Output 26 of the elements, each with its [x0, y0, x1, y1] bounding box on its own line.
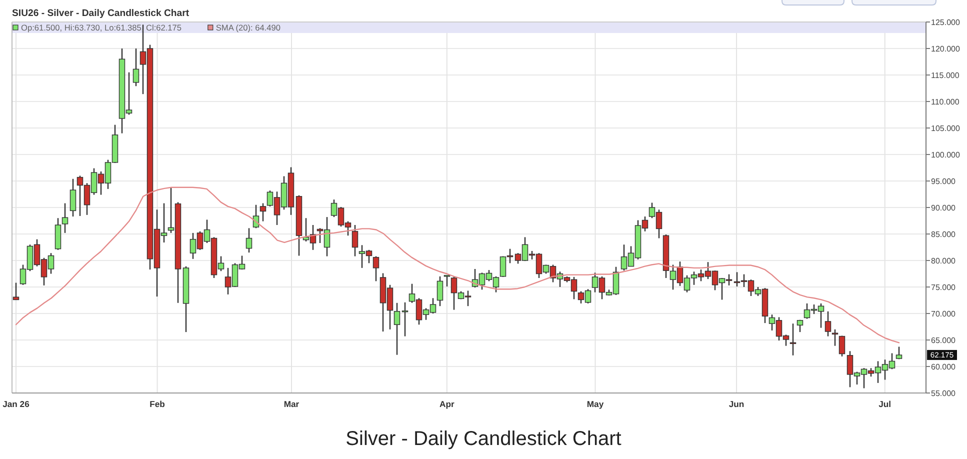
x-tick-label: May	[586, 399, 604, 409]
y-tick-label: 95.000	[931, 176, 956, 186]
y-tick-label: 120.000	[931, 44, 960, 54]
chart-title: SIU26 - Silver - Daily Candlestick Chart	[12, 8, 190, 19]
y-tick-label: 80.000	[931, 256, 956, 266]
legend-label: SMA (20): 64.490	[216, 22, 281, 32]
y-tick-label: 125.000	[931, 18, 960, 27]
x-tick-label: Apr	[440, 399, 455, 409]
y-tick-label: 55.000	[931, 388, 956, 398]
x-tick-label: Mar	[284, 399, 300, 409]
y-tick-label: 75.000	[931, 282, 956, 292]
y-tick-label: 115.000	[931, 70, 960, 80]
line-series	[15, 186, 900, 344]
y-tick-label: 110.000	[931, 97, 960, 106]
x-tick-label: Jun	[728, 399, 744, 409]
y-tick-label: 105.000	[931, 124, 960, 133]
x-tick-label: Jul	[878, 399, 892, 409]
y-tick-label: 100.000	[931, 150, 960, 160]
y-tick-label: 90.000	[931, 203, 956, 212]
text: Silver - Daily Candlestick Chart	[346, 428, 622, 450]
x-tick-label: Jan 26	[2, 399, 30, 409]
y-tick-label: 70.000	[931, 309, 956, 318]
x-tick-label: Feb	[150, 399, 165, 409]
y-tick-label: 85.000	[931, 230, 956, 239]
y-tick-label: 65.000	[931, 336, 956, 345]
y-tick-label: 60.000	[931, 362, 956, 372]
